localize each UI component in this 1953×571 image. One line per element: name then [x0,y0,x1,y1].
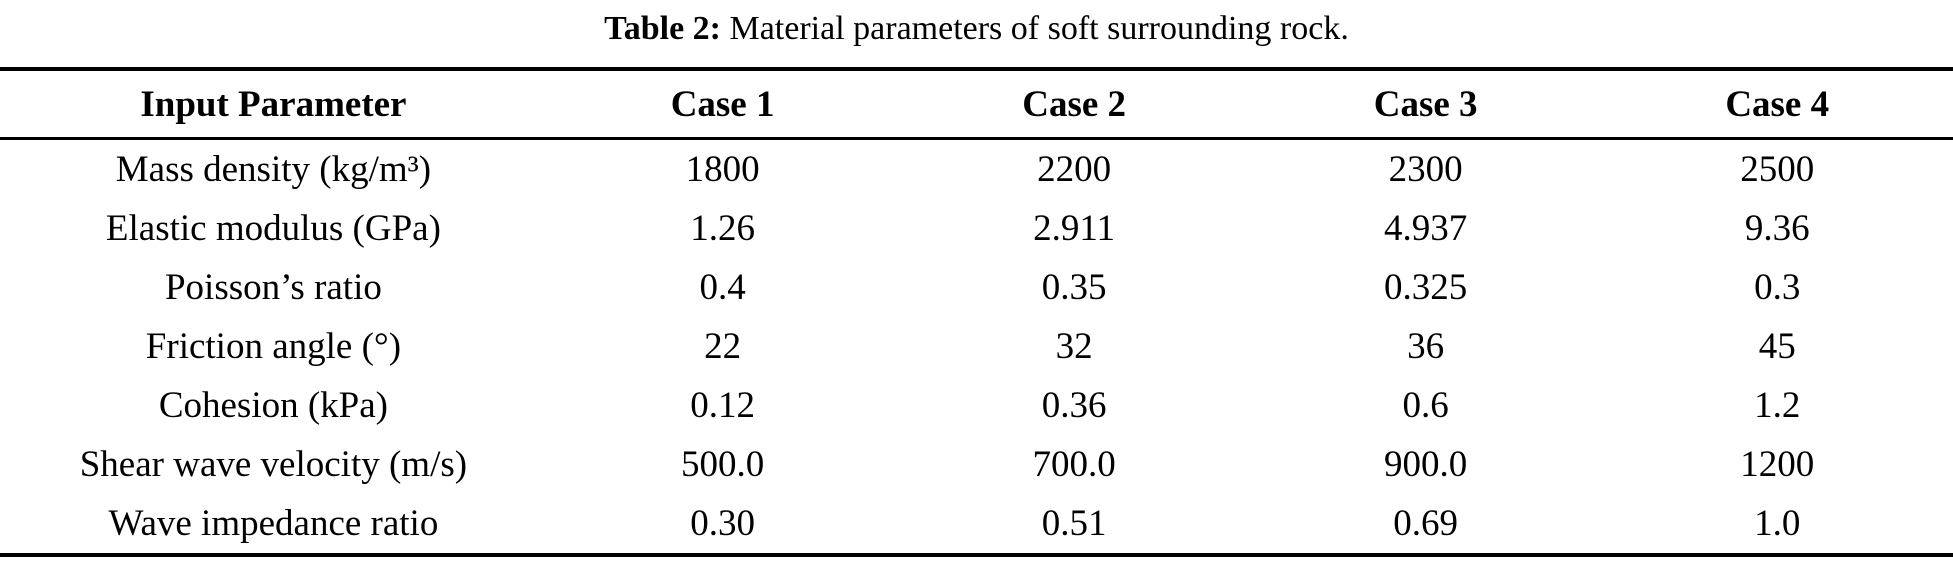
parameter-value: 500.0 [680,444,765,485]
parameter-value: 0.325 [1384,267,1468,308]
table-row: Shear wave velocity (m/s) 500.0 700.0 90… [0,435,1953,494]
parameter-value: 1.26 [690,208,755,249]
material-parameters-table: Input Parameter Case 1 Case 2 Case 3 Cas… [0,67,1953,557]
parameter-value: 1.2 [1754,385,1801,426]
parameter-label: Friction angle (°) [145,326,402,367]
parameter-value: 22 [704,326,742,367]
table-caption-text: Material parameters of soft surrounding … [720,10,1349,47]
table-caption-number: Table 2: [604,10,721,47]
column-header-case-3: Case 3 [1249,69,1602,140]
parameter-value: 2500 [1740,149,1815,190]
parameter-label: Poisson’s ratio [164,267,382,308]
parameter-value: 0.6 [1402,385,1449,426]
parameter-value: 4.937 [1384,208,1468,249]
parameter-value: 0.3 [1754,267,1801,308]
parameter-value: 0.51 [1041,503,1107,544]
parameter-value: 700.0 [1032,444,1116,485]
parameter-value: 0.35 [1041,267,1107,308]
parameter-value: 0.4 [699,267,746,308]
parameter-value: 2.911 [1033,208,1116,249]
parameter-value: 1.0 [1754,503,1801,544]
header-row: Input Parameter Case 1 Case 2 Case 3 Cas… [0,69,1953,140]
parameter-label: Elastic modulus (GPa) [105,208,441,249]
column-header-case-4: Case 4 [1601,69,1953,140]
table-row: Friction angle (°) 22 32 36 45 [0,317,1953,376]
table-row: Cohesion (kPa) 0.12 0.36 0.6 1.2 [0,376,1953,435]
parameter-value: 0.69 [1393,503,1459,544]
parameter-value: 0.12 [690,385,755,426]
parameter-value: 0.30 [690,503,755,544]
table-row: Elastic modulus (GPa) 1.26 2.911 4.937 9… [0,199,1953,258]
table-row: Mass density (kg/m³) 1800 2200 2300 2500 [0,139,1953,200]
parameter-label: Wave impedance ratio [108,503,439,544]
parameter-value: 45 [1758,326,1796,367]
parameter-value: 9.36 [1744,208,1810,249]
parameter-value: 0.36 [1041,385,1107,426]
table-row: Wave impedance ratio 0.30 0.51 0.69 1.0 [0,494,1953,555]
table-caption: Table 2: Material parameters of soft sur… [0,0,1953,51]
parameter-label: Cohesion (kPa) [158,385,388,426]
parameter-value: 2200 [1037,149,1112,190]
parameter-value: 36 [1407,326,1445,367]
parameter-value: 1200 [1740,444,1815,485]
column-header-input-parameter: Input Parameter [0,69,547,140]
parameter-value: 2300 [1388,149,1463,190]
column-header-case-1: Case 1 [546,69,899,140]
parameter-value: 1800 [685,149,760,190]
parameter-label: Shear wave velocity (m/s) [79,444,468,485]
parameter-value: 900.0 [1384,444,1468,485]
parameter-value: 32 [1055,326,1093,367]
column-header-case-2: Case 2 [898,69,1250,140]
parameter-label: Mass density (kg/m³) [115,149,432,190]
table-row: Poisson’s ratio 0.4 0.35 0.325 0.3 [0,258,1953,317]
